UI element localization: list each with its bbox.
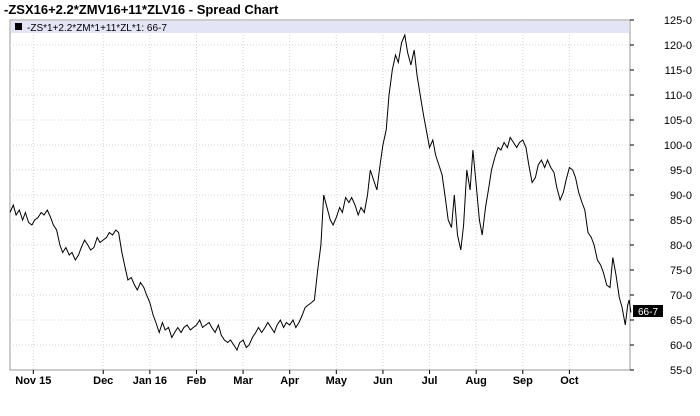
y-tick-label: 65-0 [670, 315, 692, 327]
y-tick-label: 75-0 [670, 265, 692, 277]
series-line [9, 33, 632, 352]
y-tick-label: 100-0 [664, 140, 692, 152]
x-tick-label: Mar [233, 375, 253, 387]
x-tick-label: Oct [560, 375, 579, 387]
x-tick-label: Feb [187, 375, 207, 387]
x-tick-label: Jan 16 [133, 375, 167, 387]
x-tick-label: Aug [465, 375, 486, 387]
x-tick-label: May [326, 375, 348, 387]
x-tick-label: Nov 15 [15, 375, 51, 387]
y-tick-label: 120-0 [664, 40, 692, 52]
y-tick-label: 125-0 [664, 15, 692, 27]
y-tick-label: 105-0 [664, 115, 692, 127]
y-axis: 55-0 60-0 65-0 70-0 75-0 80-0 85-0 90-0 95-0 100-… [630, 15, 692, 377]
x-axis: Nov 15 Dec Jan 16 Feb Mar Apr May Jun Jul Aug Sep O… [15, 370, 579, 387]
y-tick-label: 115-0 [665, 65, 692, 77]
y-tick-label: 80-0 [670, 240, 692, 252]
x-tick-label: Sep [513, 375, 533, 387]
legend-series-label: -ZS*1+2.2*ZM*1+11*ZL*1: 66-7 [27, 23, 167, 34]
chart-title: -ZSX16+2.2*ZMV16+11*ZLV16 - Spread Chart [4, 2, 279, 17]
y-tick-label: 60-0 [670, 340, 692, 352]
last-value-label: 66-7 [638, 307, 658, 318]
grid [10, 20, 630, 370]
y-tick-label: 90-0 [670, 190, 692, 202]
y-tick-label: 110-0 [665, 90, 692, 102]
x-tick-label: Jul [422, 375, 438, 387]
last-value-box [633, 305, 663, 317]
y-tick-label: 85-0 [670, 215, 692, 227]
x-tick-label: Jun [373, 375, 393, 387]
legend-bar [11, 21, 629, 33]
x-tick-label: Dec [93, 375, 113, 387]
y-tick-label: 55-0 [670, 365, 692, 377]
x-tick-label: Apr [280, 375, 300, 387]
y-tick-label: 95-0 [670, 165, 692, 177]
legend-series-marker [15, 23, 22, 30]
y-tick-label: 70-0 [670, 290, 692, 302]
